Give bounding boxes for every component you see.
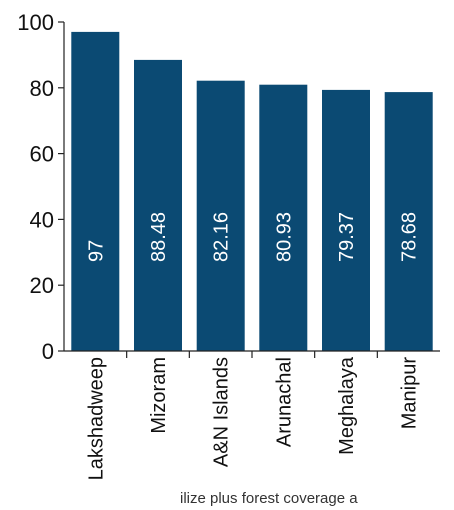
- x-category-label: Lakshadweep: [85, 357, 107, 480]
- x-category-label: Mizoram: [148, 357, 170, 434]
- x-axis: Lakshadweep Mizoram A&N Islands Arunachal Me…: [64, 350, 440, 480]
- y-tick-label: 0: [42, 339, 54, 364]
- bars: 97 88.48 82.16 80.93 79.37 78.68: [71, 31, 433, 352]
- bar-value-label: 79.37: [336, 212, 358, 262]
- bar: [134, 59, 182, 352]
- y-tick-label: 20: [30, 273, 54, 298]
- caption-text: ilize plus forest coverage a: [180, 490, 358, 507]
- x-category-label: A&N Islands: [211, 357, 233, 467]
- y-tick-label: 80: [30, 76, 54, 101]
- bar: [384, 92, 433, 351]
- bar-value-label: 82.16: [211, 212, 233, 262]
- x-category-label: Arunachal: [273, 357, 295, 447]
- y-axis: 0 20 40 60 80 100: [17, 10, 65, 364]
- bar-value-label: 88.48: [148, 212, 170, 262]
- y-tick-label: 100: [17, 10, 54, 35]
- bar-value-label: 78.68: [399, 212, 421, 262]
- bar: [259, 84, 308, 351]
- y-tick-label: 40: [30, 207, 54, 232]
- bar: [196, 80, 245, 351]
- x-category-label: Meghalaya: [336, 356, 358, 455]
- x-category-label: Manipur: [399, 357, 421, 430]
- bar-value-label: 97: [85, 240, 107, 262]
- y-tick-label: 60: [30, 142, 54, 167]
- bar: [71, 31, 120, 352]
- bar: [322, 89, 370, 352]
- bar-value-label: 80.93: [273, 212, 295, 262]
